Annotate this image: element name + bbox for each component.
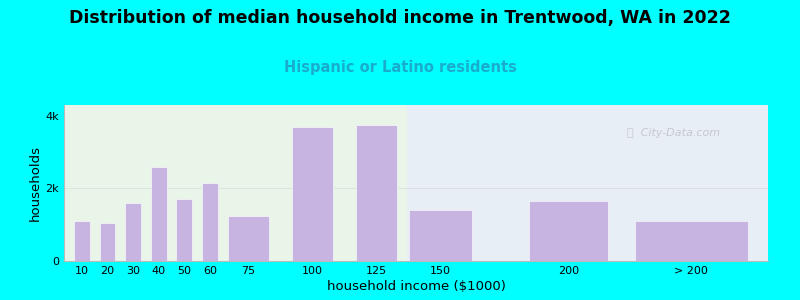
Text: Hispanic or Latino residents: Hispanic or Latino residents bbox=[283, 60, 517, 75]
Text: Distribution of median household income in Trentwood, WA in 2022: Distribution of median household income … bbox=[69, 9, 731, 27]
Bar bbox=[635, 221, 747, 261]
Bar bbox=[202, 183, 218, 261]
Bar bbox=[356, 125, 397, 261]
Y-axis label: households: households bbox=[28, 145, 42, 221]
Bar bbox=[228, 216, 269, 261]
X-axis label: household income ($1000): household income ($1000) bbox=[326, 280, 506, 293]
Bar bbox=[177, 199, 192, 261]
Bar bbox=[409, 210, 472, 261]
Bar bbox=[292, 127, 333, 261]
Bar bbox=[100, 223, 115, 261]
Bar bbox=[151, 167, 166, 261]
Bar bbox=[407, 105, 768, 261]
Bar bbox=[529, 201, 608, 261]
Bar bbox=[126, 203, 141, 261]
Text: ⓘ  City-Data.com: ⓘ City-Data.com bbox=[627, 128, 720, 138]
Bar bbox=[74, 221, 90, 261]
